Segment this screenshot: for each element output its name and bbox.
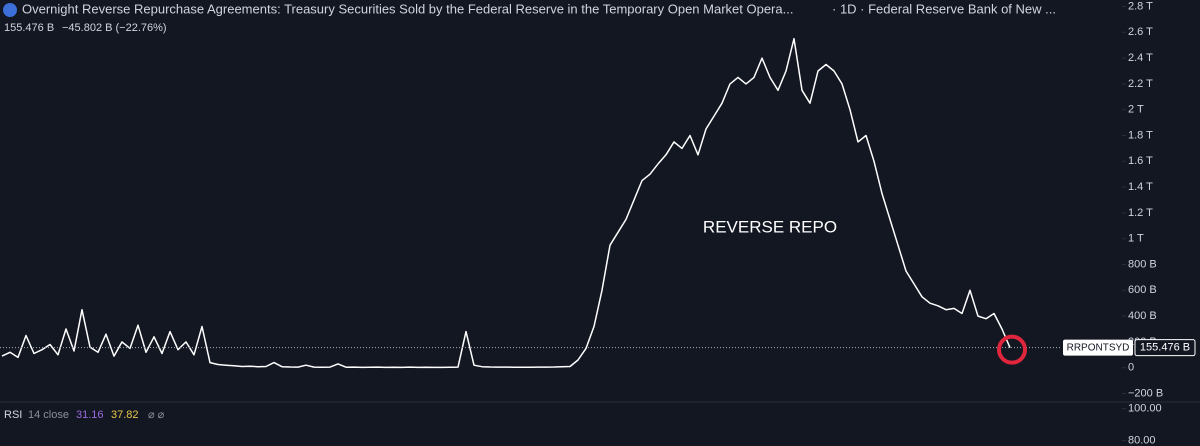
rsi-params: 14 close xyxy=(28,409,69,421)
y-tick-label: 2.2 T xyxy=(1128,78,1153,90)
y-tick-label: 2.8 T xyxy=(1128,0,1153,12)
symbol-label: RRPONTSYD xyxy=(1067,342,1130,353)
y-tick-label: 600 B xyxy=(1128,284,1157,296)
rsi-icons: ⌀ ⌀ xyxy=(148,409,165,421)
y-tick-label: 1 T xyxy=(1128,233,1144,245)
y-tick-label: 400 B xyxy=(1128,310,1157,322)
y-tick-label: 2.6 T xyxy=(1128,26,1153,38)
y-tick-label: 1.6 T xyxy=(1128,155,1153,167)
price-label: 155.476 B xyxy=(1140,342,1190,354)
rsi-tick-label: 100.00 xyxy=(1128,403,1162,415)
rsi-name: RSI xyxy=(4,409,22,421)
flag-icon xyxy=(3,3,17,17)
chart-title: Overnight Reverse Repurchase Agreements:… xyxy=(22,1,793,16)
series-line xyxy=(1,37,1011,369)
change: −45.802 B (−22.76%) xyxy=(62,22,167,34)
price-box xyxy=(1134,339,1196,357)
y-tick-label: 1.8 T xyxy=(1128,129,1153,141)
annotation: REVERSE REPO xyxy=(703,217,837,236)
y-tick-label: 0 xyxy=(1128,362,1134,374)
rsi-tick-label: 80.00 xyxy=(1128,435,1156,446)
y-tick-label: 1.4 T xyxy=(1128,181,1153,193)
y-tick-label: 2.4 T xyxy=(1128,52,1153,64)
last-value: 155.476 B xyxy=(4,22,54,34)
rsi-value: 31.16 xyxy=(76,409,104,421)
highlight-circle xyxy=(997,334,1027,365)
y-tick-label: 2 T xyxy=(1128,104,1144,116)
chart-subtitle: · 1D · Federal Reserve Bank of New ... xyxy=(832,1,1056,16)
y-tick-label: 1.2 T xyxy=(1128,207,1153,219)
y-tick-label: 800 B xyxy=(1128,258,1157,270)
rsi-value: 37.82 xyxy=(111,409,139,421)
y-tick-label: −200 B xyxy=(1128,387,1163,399)
symbol-box xyxy=(1063,339,1133,356)
